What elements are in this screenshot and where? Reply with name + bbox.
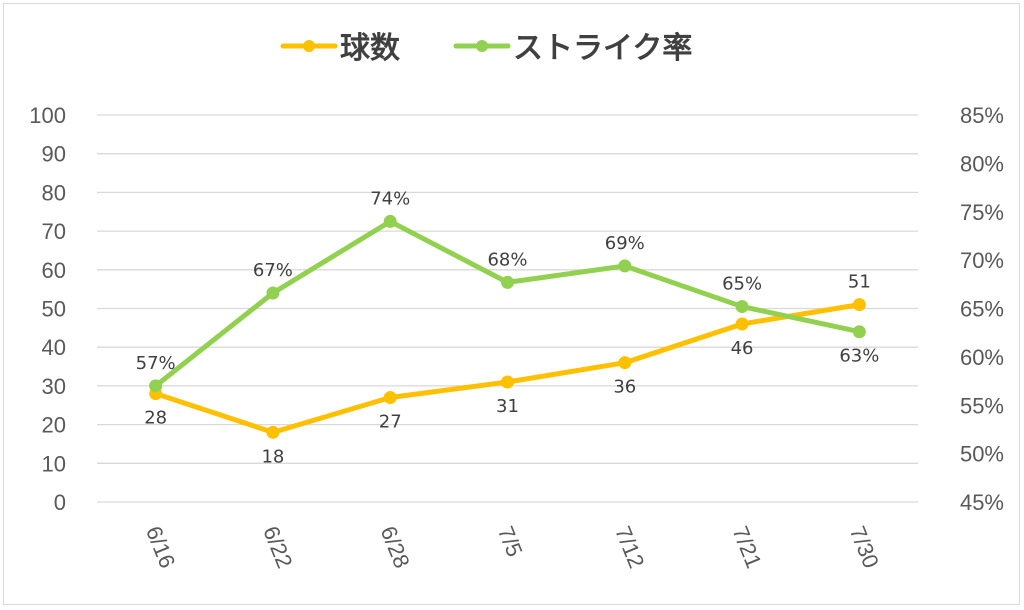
y-right-tick-label: 65% [960, 297, 1004, 322]
data-point [618, 259, 632, 273]
data-labels: 28 18 27 31 36 46 51 57% 67% 74% 68% 69% 65% 63% [136, 188, 880, 467]
y-left-tick-label: 30 [42, 374, 66, 399]
y-right-tick-label: 55% [960, 393, 1004, 418]
data-label: 51 [848, 272, 871, 293]
x-axis-ticks: 6/16 6/22 6/28 7/5 7/12 7/21 7/30 [141, 523, 884, 572]
legend-item-strike-rate: ストライク率 [453, 31, 692, 66]
data-label: 69% [605, 233, 645, 254]
x-tick-label: 7/30 [845, 523, 884, 572]
y-right-tick-label: 70% [960, 248, 1004, 273]
x-tick-label: 7/5 [493, 523, 528, 561]
legend-marker-strike-rate [476, 40, 488, 52]
y-left-tick-label: 90 [42, 142, 66, 167]
y-right-tick-label: 60% [960, 345, 1004, 370]
data-point [618, 356, 632, 370]
x-tick-label: 6/28 [376, 523, 415, 572]
data-label: 74% [370, 188, 410, 209]
x-tick-label: 6/22 [258, 523, 297, 572]
y-left-tick-label: 70 [42, 219, 66, 244]
data-label: 68% [487, 249, 527, 270]
y-left-tick-label: 100 [29, 103, 66, 128]
y-left-tick-label: 60 [42, 258, 66, 283]
grid-lines [97, 114, 918, 503]
data-point [501, 275, 514, 289]
data-point [501, 375, 514, 389]
data-point [383, 214, 397, 228]
y-left-tick-label: 10 [42, 451, 66, 476]
y-right-tick-label: 75% [960, 200, 1004, 225]
data-point [266, 425, 280, 439]
y-right-tick-label: 50% [960, 442, 1004, 467]
y-right-tick-label: 45% [960, 490, 1004, 515]
legend: 球数 ストライク率 [280, 31, 692, 66]
legend-label-pitch-count: 球数 [340, 31, 401, 66]
data-label: 27 [379, 412, 402, 433]
legend-item-pitch-count: 球数 [280, 31, 401, 66]
data-point [266, 286, 280, 300]
y-right-tick-label: 85% [960, 103, 1004, 128]
x-tick-label: 7/21 [727, 523, 766, 572]
data-point [735, 317, 749, 331]
data-label: 67% [253, 260, 293, 281]
data-label: 65% [722, 274, 762, 295]
y-axis-left-ticks: 0 10 20 30 40 50 60 70 80 90 100 [29, 103, 66, 515]
y-right-tick-label: 80% [960, 151, 1004, 176]
x-tick-label: 6/16 [141, 523, 180, 572]
data-label: 63% [839, 346, 879, 367]
legend-label-strike-rate: ストライク率 [513, 31, 692, 66]
data-label: 36 [613, 377, 636, 398]
data-point [149, 379, 163, 393]
data-point [852, 325, 866, 339]
y-left-tick-label: 50 [42, 297, 66, 322]
series-line-1 [153, 218, 862, 389]
data-point [735, 300, 749, 314]
x-tick-label: 7/12 [610, 523, 649, 572]
data-label: 18 [261, 446, 284, 467]
y-axis-right-ticks: 45% 50% 55% 60% 65% 70% 75% 80% 85% [960, 103, 1004, 515]
data-label: 57% [136, 353, 176, 374]
legend-marker-pitch-count [303, 40, 315, 52]
data-label: 31 [496, 396, 519, 417]
y-left-tick-label: 80 [42, 180, 66, 205]
series-points [149, 214, 866, 439]
data-point [383, 391, 397, 405]
data-point [852, 298, 866, 312]
y-left-tick-label: 20 [42, 413, 66, 438]
y-left-tick-label: 0 [54, 490, 66, 515]
data-label: 46 [731, 338, 754, 359]
data-label: 28 [144, 408, 167, 429]
y-left-tick-label: 40 [42, 335, 66, 360]
